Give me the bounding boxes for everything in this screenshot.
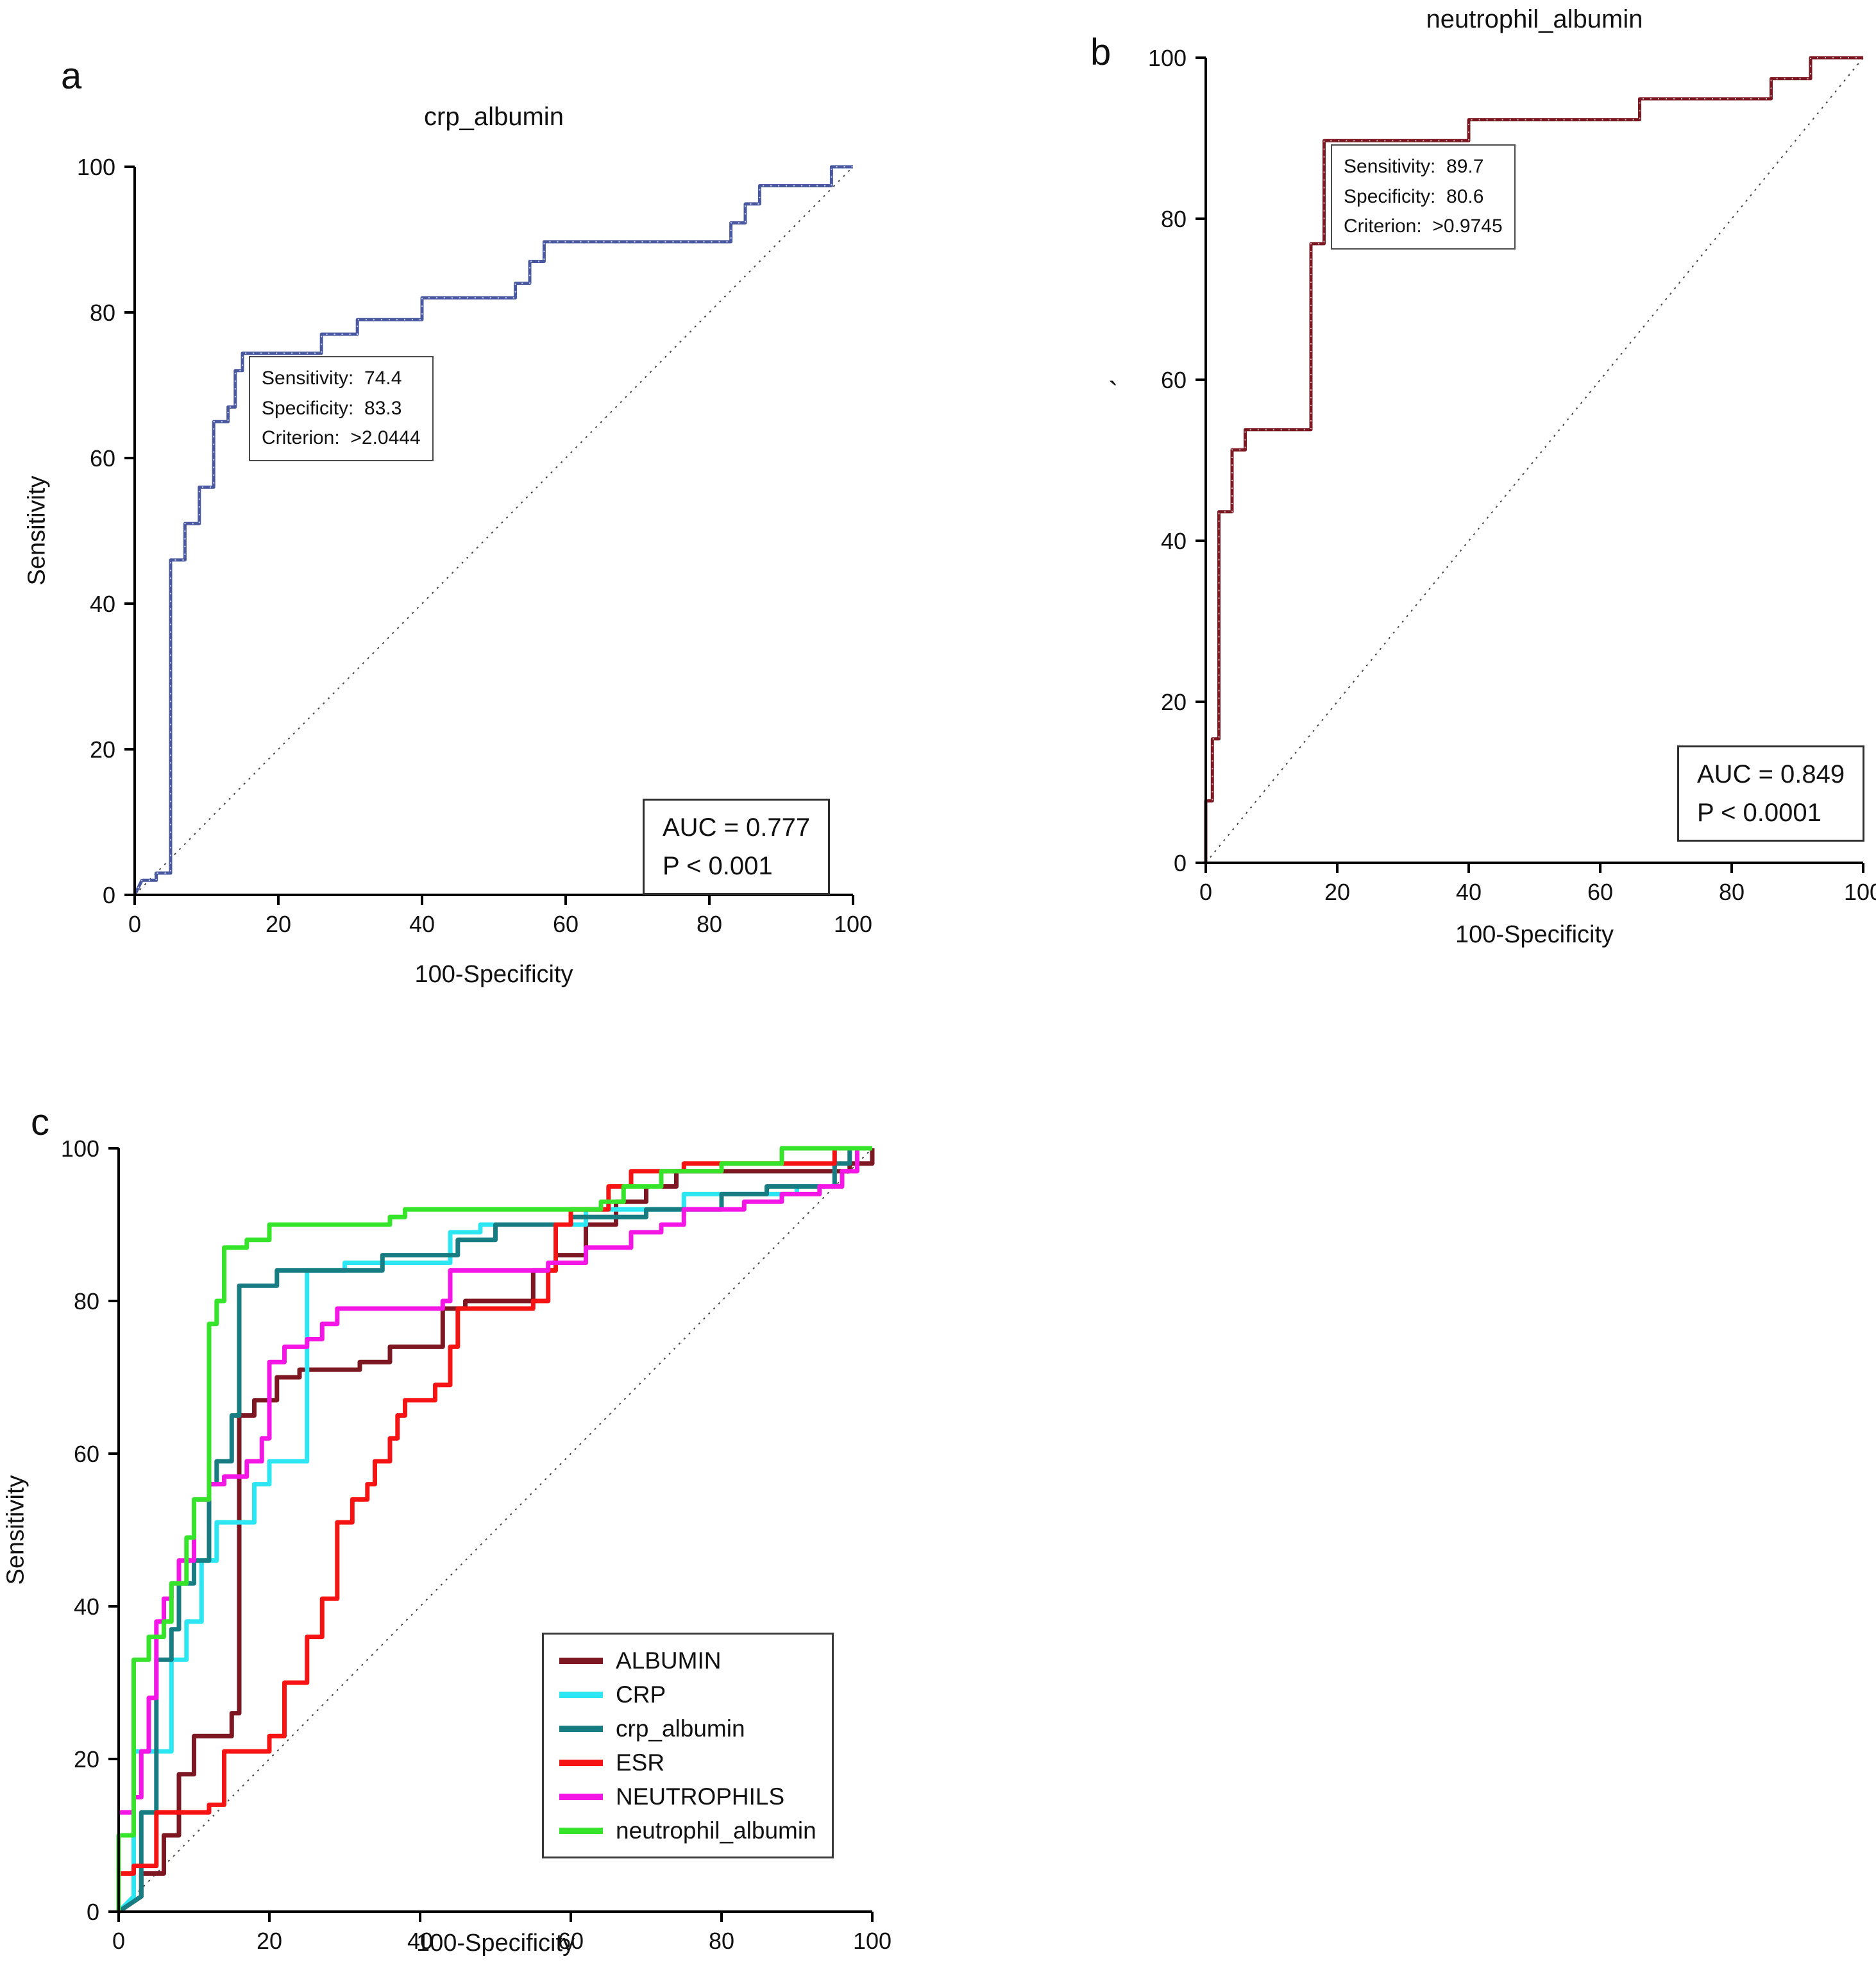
x-tick-label: 20 bbox=[266, 911, 291, 937]
diagonal-reference-line bbox=[1205, 57, 1864, 863]
panel-b-criterion-text: Criterion: >0.9745 bbox=[1344, 216, 1503, 237]
legend-label-CRP: CRP bbox=[616, 1681, 666, 1708]
y-tick-label: 20 bbox=[90, 736, 115, 763]
legend-entry-neutrophil_albumin: neutrophil_albumin bbox=[559, 1814, 816, 1848]
panel-b-xlabel: 100-Specificity bbox=[1455, 921, 1614, 948]
panel-b-auc-box: AUC = 0.849 P < 0.0001 bbox=[1677, 745, 1865, 842]
legend-label-neutrophil_albumin: neutrophil_albumin bbox=[616, 1817, 816, 1844]
panel-a-ylabel: Sensitivity bbox=[23, 475, 51, 586]
roc-curve-ALBUMIN bbox=[117, 1148, 875, 1914]
diagonal-reference-line bbox=[118, 1148, 873, 1912]
diagonal-reference-line bbox=[134, 166, 854, 896]
x-tick-label: 40 bbox=[409, 911, 435, 937]
y-tick-label: 40 bbox=[90, 591, 115, 617]
roc-panel-b: 0 20 40 60 80 100 0 20 40 60 80 100 bbox=[1148, 45, 1876, 905]
panel-a-criterion-box: Sensitivity: 74.4 Specificity: 83.3 Crit… bbox=[249, 356, 434, 461]
panel-b-letter: b bbox=[1090, 31, 1111, 73]
panel-b-sensitivity-text: Sensitivity: 89.7 bbox=[1344, 156, 1484, 177]
x-tick-label: 0 bbox=[112, 1928, 125, 1954]
x-tick-label: 80 bbox=[697, 911, 722, 937]
y-tick-label: 40 bbox=[1161, 528, 1187, 554]
y-tick-label: 100 bbox=[1148, 45, 1187, 71]
roc-panel-a: 0 20 40 60 80 100 0 20 40 60 80 100 bbox=[77, 154, 872, 937]
panel-b-specificity-text: Specificity: 80.6 bbox=[1344, 185, 1484, 207]
legend-entry-CRP: CRP bbox=[559, 1678, 816, 1712]
legend-entries: ALBUMIN CRP crp_albumin ESR NEUTROPHILS neutr… bbox=[559, 1644, 816, 1848]
legend-label-crp_albumin: crp_albumin bbox=[616, 1715, 745, 1742]
legend-entry-crp_albumin: crp_albumin bbox=[559, 1712, 816, 1746]
legend-label-ALBUMIN: ALBUMIN bbox=[616, 1647, 722, 1674]
legend-swatch-crp_albumin bbox=[559, 1725, 603, 1732]
legend-swatch-NEUTROPHILS bbox=[559, 1793, 603, 1800]
panel-a-title: crp_albumin bbox=[424, 103, 564, 131]
panel-b-auc-text: AUC = 0.849 bbox=[1697, 760, 1845, 788]
panel-c-xlabel: 100-Specificity bbox=[416, 1930, 575, 1957]
legend-swatch-ESR bbox=[559, 1759, 603, 1766]
roc-panel-c: 0 20 40 60 80 100 0 20 40 60 80 100 bbox=[61, 1135, 892, 1954]
legend-entry-NEUTROPHILS: NEUTROPHILS bbox=[559, 1780, 816, 1814]
panel-b-title: neutrophil_albumin bbox=[1426, 5, 1643, 33]
y-tick-label: 60 bbox=[1161, 367, 1187, 393]
roc-curve-overlay-neutrophil_albumin bbox=[1205, 57, 1863, 863]
x-tick-label: 100 bbox=[1844, 879, 1876, 905]
panel-b-criterion-box: Sensitivity: 89.7 Specificity: 80.6 Crit… bbox=[1331, 144, 1516, 250]
panel-b-stray-mark: ` bbox=[1108, 376, 1119, 409]
y-tick-label: 20 bbox=[1161, 689, 1187, 715]
roc-curve-crp_albumin bbox=[117, 1146, 872, 1914]
x-tick-label: 80 bbox=[1719, 879, 1745, 905]
legend-swatch-neutrophil_albumin bbox=[559, 1827, 603, 1834]
legend-swatch-ALBUMIN bbox=[559, 1657, 603, 1664]
y-tick-label: 0 bbox=[103, 882, 115, 908]
x-tick-label: 20 bbox=[257, 1928, 282, 1954]
legend-label-NEUTROPHILS: NEUTROPHILS bbox=[616, 1783, 785, 1810]
y-tick-label: 20 bbox=[74, 1746, 99, 1772]
panel-a-xlabel: 100-Specificity bbox=[414, 961, 573, 988]
x-tick-label: 60 bbox=[553, 911, 579, 937]
y-tick-label: 0 bbox=[1174, 850, 1187, 876]
panel-c-letter: c bbox=[31, 1101, 49, 1143]
y-tick-label: 60 bbox=[74, 1441, 99, 1467]
panel-a-criterion-text: Criterion: >2.0444 bbox=[262, 427, 421, 448]
panel-b-pvalue-text: P < 0.0001 bbox=[1697, 799, 1821, 827]
y-tick-label: 40 bbox=[74, 1593, 99, 1620]
panel-a-auc-text: AUC = 0.777 bbox=[663, 813, 811, 842]
x-tick-label: 0 bbox=[1199, 879, 1212, 905]
panel-c-ylabel: Sensitivity bbox=[2, 1475, 30, 1585]
x-tick-label: 100 bbox=[834, 911, 872, 937]
legend-swatch-CRP bbox=[559, 1691, 603, 1698]
x-tick-label: 0 bbox=[128, 911, 141, 937]
y-tick-label: 60 bbox=[90, 445, 115, 472]
roc-curve-neutrophil_albumin bbox=[116, 1146, 872, 1912]
legend-entry-ALBUMIN: ALBUMIN bbox=[559, 1644, 816, 1678]
panel-a-auc-box: AUC = 0.777 P < 0.001 bbox=[643, 799, 831, 895]
x-tick-label: 40 bbox=[407, 1928, 433, 1954]
y-tick-label: 0 bbox=[87, 1899, 99, 1925]
legend-entry-ESR: ESR bbox=[559, 1746, 816, 1780]
y-tick-label: 100 bbox=[77, 154, 115, 180]
roc-curve-crp_albumin bbox=[133, 165, 853, 896]
panel-c-legend: ALBUMIN CRP crp_albumin ESR NEUTROPHILS neutr… bbox=[542, 1633, 834, 1858]
x-tick-label: 60 bbox=[558, 1928, 584, 1954]
roc-curve-CRP bbox=[117, 1146, 872, 1914]
x-tick-label: 100 bbox=[853, 1928, 892, 1954]
panel-a-pvalue-text: P < 0.001 bbox=[663, 852, 773, 880]
y-tick-label: 100 bbox=[61, 1135, 99, 1162]
roc-curve-NEUTROPHILS bbox=[119, 1146, 872, 1815]
y-tick-label: 80 bbox=[90, 300, 115, 326]
x-tick-label: 20 bbox=[1324, 879, 1350, 905]
y-tick-label: 80 bbox=[74, 1288, 99, 1314]
x-tick-label: 80 bbox=[709, 1928, 734, 1954]
y-tick-label: 80 bbox=[1161, 206, 1187, 232]
legend-label-ESR: ESR bbox=[616, 1749, 665, 1776]
x-tick-label: 40 bbox=[1456, 879, 1482, 905]
panel-a-sensitivity-text: Sensitivity: 74.4 bbox=[262, 368, 402, 389]
x-tick-label: 60 bbox=[1587, 879, 1613, 905]
panel-a-letter: a bbox=[61, 55, 82, 97]
panel-a-specificity-text: Specificity: 83.3 bbox=[262, 397, 402, 419]
